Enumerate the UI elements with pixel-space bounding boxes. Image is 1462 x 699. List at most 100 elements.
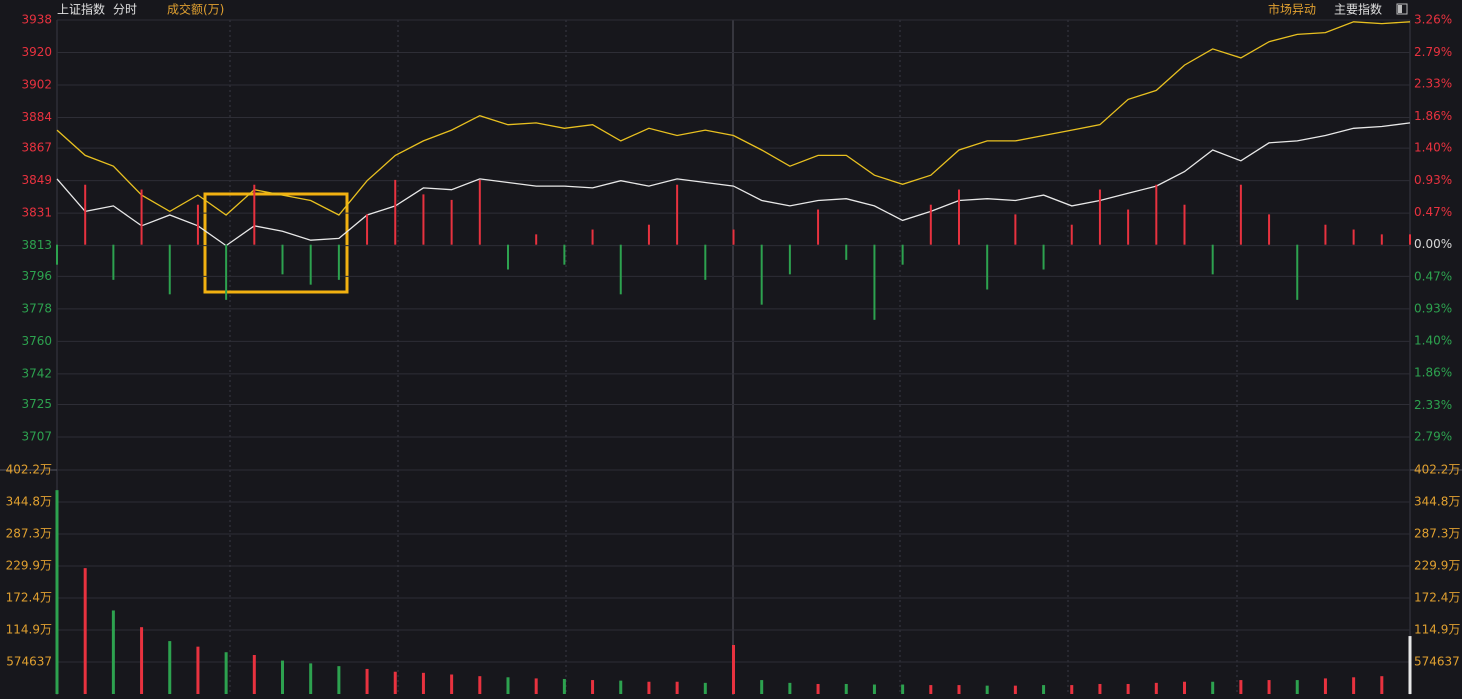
volume-bar [844, 683, 848, 694]
breadth-bar [1352, 229, 1355, 245]
breadth-bar [140, 189, 143, 245]
y-tick-label: 3831 [21, 206, 52, 220]
breadth-bar [817, 209, 820, 245]
breadth-bar [986, 244, 989, 290]
y-tick-label-right: 574637 [1414, 654, 1460, 668]
y-tick-label: 3902 [21, 77, 52, 91]
volume-bar [619, 680, 623, 694]
y2-tick-label: 2.33% [1414, 398, 1452, 412]
y-tick-label: 3849 [21, 173, 52, 187]
breadth-bar [1098, 189, 1101, 245]
volume-bar [1408, 636, 1412, 694]
volume-bar [1126, 683, 1130, 694]
volume-bar [1070, 685, 1074, 694]
y2-tick-label: 3.26% [1414, 13, 1452, 27]
breadth-bar [281, 244, 284, 275]
y-tick-label: 3778 [21, 301, 52, 315]
volume-bar [450, 674, 454, 694]
volume-bar [421, 672, 425, 694]
volume-bar [1295, 680, 1299, 694]
y2-tick-label: 2.79% [1414, 45, 1452, 59]
volume-bar [365, 668, 369, 694]
volume-bar [957, 685, 961, 694]
y-tick-label: 3742 [21, 366, 52, 380]
breadth-bar [788, 244, 791, 275]
y-tick-label-right: 114.9万 [1414, 623, 1460, 637]
volume-bar [703, 682, 707, 694]
breadth-bar [225, 244, 228, 300]
indicator-tab[interactable]: 成交额(万) [167, 2, 224, 17]
breadth-bar [1239, 184, 1242, 245]
y2-tick-label: 0.00% [1414, 237, 1452, 251]
breadth-bar [422, 194, 425, 245]
market-alert-button[interactable]: 市场异动 [1268, 2, 1316, 17]
breadth-bar [1268, 214, 1271, 245]
y2-tick-label: 0.47% [1414, 270, 1452, 284]
y-tick-label: 114.9万 [6, 623, 52, 637]
volume-bar [478, 676, 482, 694]
breadth-bar [732, 229, 735, 245]
volume-bar [140, 627, 144, 694]
mode-tab[interactable]: 分时 [113, 3, 137, 17]
y-tick-label: 172.4万 [6, 590, 52, 604]
breadth-bar [84, 184, 87, 245]
y2-tick-label: 0.93% [1414, 173, 1452, 187]
breadth-bar [676, 184, 679, 245]
volume-bar [337, 666, 341, 694]
breadth-bar [366, 214, 369, 245]
volume-bar [1380, 676, 1384, 694]
panel-toggle-icon-fill [1398, 5, 1402, 13]
volume-bar [647, 681, 651, 694]
breadth-bar [450, 199, 453, 245]
volume-bar [985, 685, 989, 694]
volume-bar [816, 683, 820, 694]
y-tick-label: 287.3万 [6, 526, 52, 540]
price-line [56, 21, 1411, 216]
breadth-bar [958, 189, 960, 245]
breadth-bar [196, 204, 199, 245]
breadth-bar [507, 244, 509, 270]
plot: 3938 3920 3902 3884 3867 3849 3831 3813 3796 3778… [6, 13, 1460, 694]
volume-bar [591, 680, 595, 694]
breadth-bar [619, 244, 622, 295]
breadth-bar [478, 179, 481, 245]
y2-tick-label: 1.86% [1414, 365, 1452, 379]
volume-bar [1352, 677, 1356, 694]
y-tick-label: 3884 [21, 110, 52, 124]
breadth-bar [253, 184, 256, 245]
volume-bar [55, 490, 59, 694]
panel-toggle-icon[interactable] [1396, 3, 1408, 15]
breadth-bar [1211, 244, 1214, 275]
volume-bar [252, 655, 256, 694]
y2-tick-label: 1.86% [1414, 109, 1452, 123]
volume-bar [1267, 680, 1271, 694]
volume-bar [760, 680, 764, 694]
volume-bar [1211, 681, 1215, 694]
breadth-bar [704, 244, 707, 280]
y-tick-label: 229.9万 [6, 558, 52, 572]
breadth-bar [647, 224, 650, 245]
y-tick-label-right: 172.4万 [1414, 590, 1460, 604]
breadth-bar [845, 244, 848, 260]
main-index-button[interactable]: 主要指数 [1334, 2, 1382, 17]
breadth-bar [1296, 244, 1299, 300]
y2-tick-label: 2.33% [1414, 77, 1452, 91]
y-tick-label: 3725 [21, 397, 52, 411]
breadth-bar [1183, 204, 1186, 245]
breadth-bar [901, 244, 904, 265]
breadth-bar [309, 244, 312, 285]
volume-bar [111, 610, 115, 694]
volume-bar [1239, 680, 1243, 694]
volume-bar [393, 671, 397, 694]
breadth-bar [563, 244, 566, 265]
y-tick-label: 3938 [21, 13, 52, 27]
y-tick-label: 574637 [6, 654, 52, 668]
volume-bar [1042, 685, 1046, 694]
volume-bar [1323, 678, 1327, 694]
breadth-bar [1127, 209, 1130, 245]
y-tick-label-right: 287.3万 [1414, 526, 1460, 540]
y-tick-label-right: 402.2万 [1414, 463, 1460, 477]
y-tick-label: 3707 [21, 430, 52, 444]
